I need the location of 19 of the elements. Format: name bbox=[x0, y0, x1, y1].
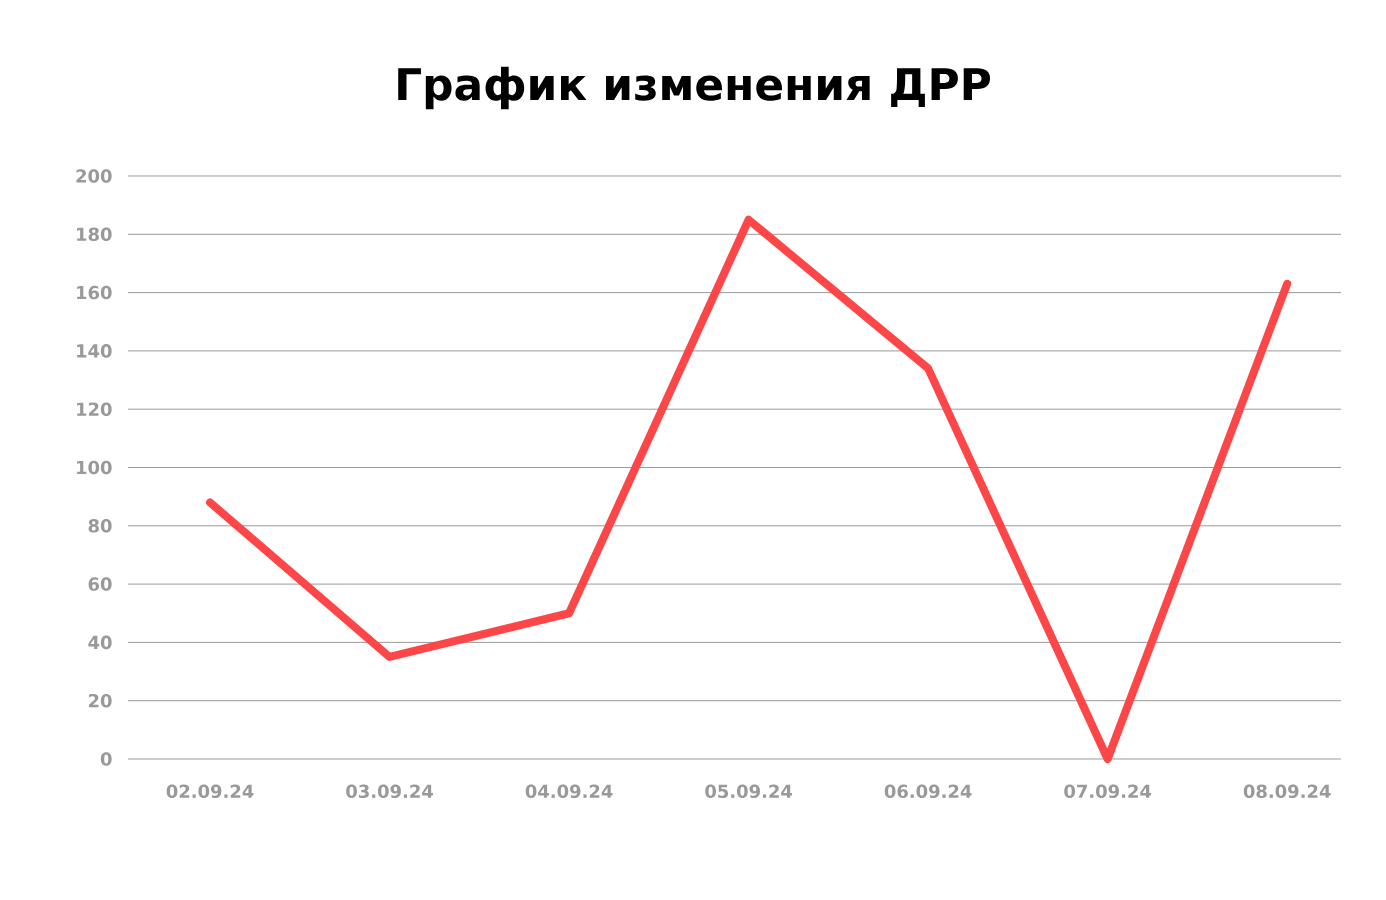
x-tick-label: 05.09.24 bbox=[705, 784, 793, 799]
y-tick-label: 80 bbox=[88, 519, 112, 533]
y-tick-label: 160 bbox=[77, 285, 112, 300]
x-tick-label: 02.09.24 bbox=[166, 784, 254, 799]
x-tick-label: 07.09.24 bbox=[1064, 784, 1152, 799]
x-tick-label: 06.09.24 bbox=[884, 784, 972, 799]
x-tick-label: 04.09.24 bbox=[525, 784, 613, 799]
y-tick-label: 0 bbox=[100, 752, 112, 766]
y-tick-label: 40 bbox=[88, 635, 112, 650]
y-tick-label: 140 bbox=[77, 344, 112, 358]
x-tick-label: 03.09.24 bbox=[346, 784, 434, 799]
y-tick-label: 120 bbox=[77, 402, 112, 416]
y-tick-label: 180 bbox=[77, 227, 112, 242]
y-tick-label: 200 bbox=[76, 169, 112, 183]
y-tick-label: 20 bbox=[88, 693, 112, 708]
y-tick-label: 100 bbox=[77, 460, 112, 475]
x-tick-label: 08.09.24 bbox=[1243, 784, 1331, 799]
y-tick-label: 60 bbox=[88, 577, 112, 591]
chart-title: График изменения ДРР bbox=[398, 66, 991, 110]
